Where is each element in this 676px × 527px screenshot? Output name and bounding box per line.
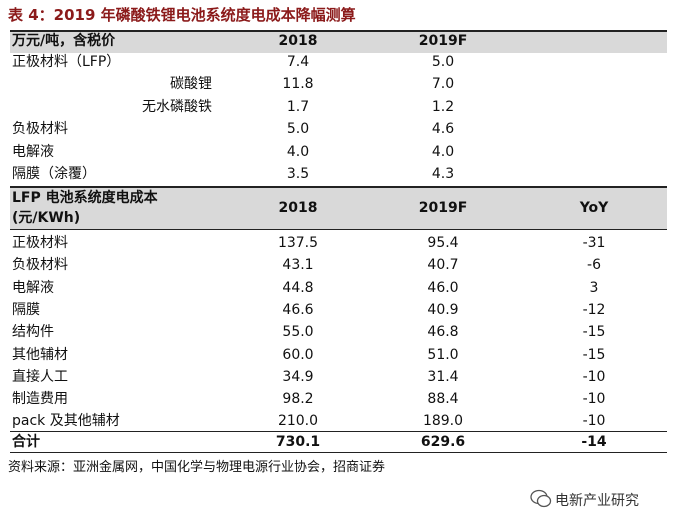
header-band — [10, 186, 667, 230]
data-cell: -15 — [582, 324, 606, 341]
total-cell: 629.6 — [420, 434, 466, 450]
data-cell: 11.8 — [282, 76, 314, 93]
row-label: 负极材料 — [12, 257, 68, 274]
header-cell: 2018 — [278, 200, 318, 216]
data-cell: 1.2 — [431, 98, 455, 115]
header-cell: 2018 — [278, 33, 318, 49]
watermark: 电新产业研究 — [555, 493, 639, 509]
data-cell: 95.4 — [427, 235, 459, 251]
header-cell: (元/KWh) — [12, 210, 81, 226]
wechat-icon — [530, 489, 552, 508]
data-cell: 5.0 — [286, 121, 310, 138]
row-label: 无水磷酸铁 — [142, 98, 212, 115]
data-cell: 4.3 — [431, 166, 455, 182]
data-cell: 88.4 — [427, 391, 459, 408]
data-cell: -10 — [582, 368, 606, 385]
data-cell: 55.0 — [282, 324, 314, 341]
source-note: 资料来源：亚洲金属网，中国化学与物理电源行业协会，招商证券 — [8, 460, 386, 475]
data-cell: 44.8 — [282, 279, 314, 296]
table-title: 表 4：2019 年磷酸铁锂电池系统度电成本降幅测算 — [8, 6, 356, 24]
data-cell: 189.0 — [422, 413, 464, 430]
row-label: 隔膜 — [12, 301, 40, 318]
data-cell: 46.8 — [427, 324, 459, 341]
data-cell: 40.9 — [427, 301, 459, 318]
row-label: 其他辅材 — [12, 346, 68, 363]
data-cell: 31.4 — [427, 368, 459, 385]
data-cell: 4.0 — [286, 143, 310, 160]
data-cell: -10 — [582, 413, 606, 430]
data-cell: -6 — [587, 257, 601, 274]
total-cell: 730.1 — [275, 434, 321, 450]
data-cell: 60.0 — [282, 346, 314, 363]
row-label: 电解液 — [12, 143, 54, 160]
header-cell: YoY — [579, 200, 609, 216]
header-cell: 万元/吨，含税价 — [12, 33, 116, 49]
header-cell: 2019F — [418, 200, 468, 216]
row-label: 隔膜（涂覆） — [12, 166, 96, 182]
data-cell: 7.4 — [286, 54, 310, 70]
row-label: 电解液 — [12, 279, 54, 296]
row-label: 正极材料 — [12, 235, 68, 251]
data-cell: 210.0 — [277, 413, 319, 430]
data-cell: 4.0 — [431, 143, 455, 160]
row-label: 碳酸锂 — [170, 76, 212, 93]
row-label: 制造费用 — [12, 391, 68, 408]
row-label: 负极材料 — [12, 121, 68, 138]
header-band — [10, 30, 667, 53]
row-label: pack 及其他辅材 — [12, 413, 120, 430]
data-cell: -15 — [582, 346, 606, 363]
bottom-rule — [10, 452, 667, 453]
data-cell: 34.9 — [282, 368, 314, 385]
row-label: 正极材料（LFP） — [12, 54, 121, 70]
total-label: 合计 — [12, 434, 40, 450]
header-cell: 2019F — [418, 33, 468, 49]
total-cell: -14 — [581, 434, 607, 450]
data-cell: 5.0 — [431, 54, 455, 70]
data-cell: 4.6 — [431, 121, 455, 138]
data-cell: 51.0 — [427, 346, 459, 363]
row-label: 直接人工 — [12, 368, 68, 385]
data-cell: 43.1 — [282, 257, 314, 274]
data-cell: 137.5 — [277, 235, 319, 251]
total-rule — [10, 431, 667, 432]
data-cell: 1.7 — [286, 98, 310, 115]
data-cell: 3.5 — [286, 166, 310, 182]
data-cell: 46.0 — [427, 279, 459, 296]
data-cell: 98.2 — [282, 391, 314, 408]
data-cell: 3 — [589, 279, 599, 296]
data-cell: -12 — [582, 301, 606, 318]
data-cell: 46.6 — [282, 301, 314, 318]
data-cell: -31 — [582, 235, 606, 251]
row-label: 结构件 — [12, 324, 54, 341]
data-cell: 7.0 — [431, 76, 455, 93]
header-cell: LFP 电池系统度电成本 — [12, 190, 158, 206]
data-cell: -10 — [582, 391, 606, 408]
data-cell: 40.7 — [427, 257, 459, 274]
